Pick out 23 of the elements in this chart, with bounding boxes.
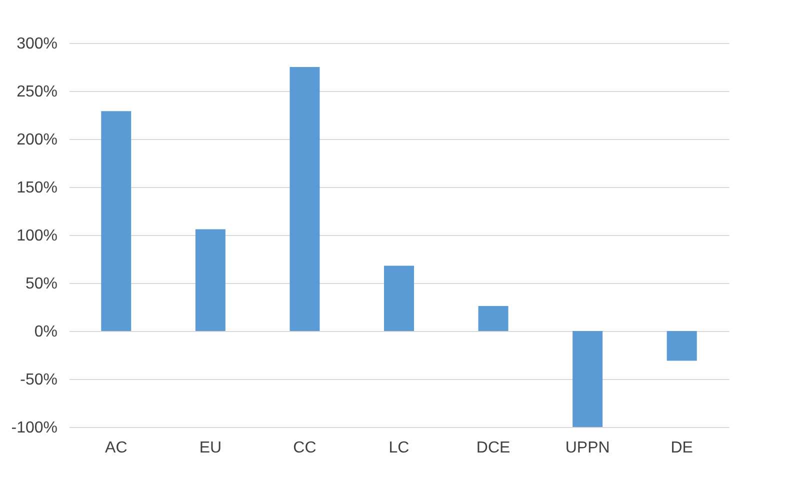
y-tick-label: 250% [16, 84, 58, 100]
y-tick-label: 50% [25, 276, 58, 292]
bar [101, 111, 132, 331]
x-tick-label: DCE [476, 440, 510, 456]
x-tick-label: AC [105, 440, 128, 456]
y-tick-label: 150% [16, 180, 58, 196]
bar [478, 306, 508, 331]
y-tick-label: 0% [34, 324, 58, 340]
bar [666, 331, 697, 361]
x-tick-label: CC [293, 440, 316, 456]
y-tick-label: 200% [16, 132, 58, 148]
x-tick-label: EU [199, 440, 222, 456]
y-tick-label: -50% [20, 372, 58, 388]
x-tick-label: DE [670, 440, 693, 456]
bar [572, 331, 603, 427]
y-tick-label: 100% [16, 228, 58, 244]
y-tick-label: 300% [16, 36, 58, 52]
bar [384, 266, 414, 331]
bar [195, 229, 226, 331]
y-tick-label: -100% [11, 420, 58, 436]
bar [290, 67, 320, 331]
x-tick-label: LC [388, 440, 410, 456]
x-tick-label: UPPN [565, 440, 610, 456]
